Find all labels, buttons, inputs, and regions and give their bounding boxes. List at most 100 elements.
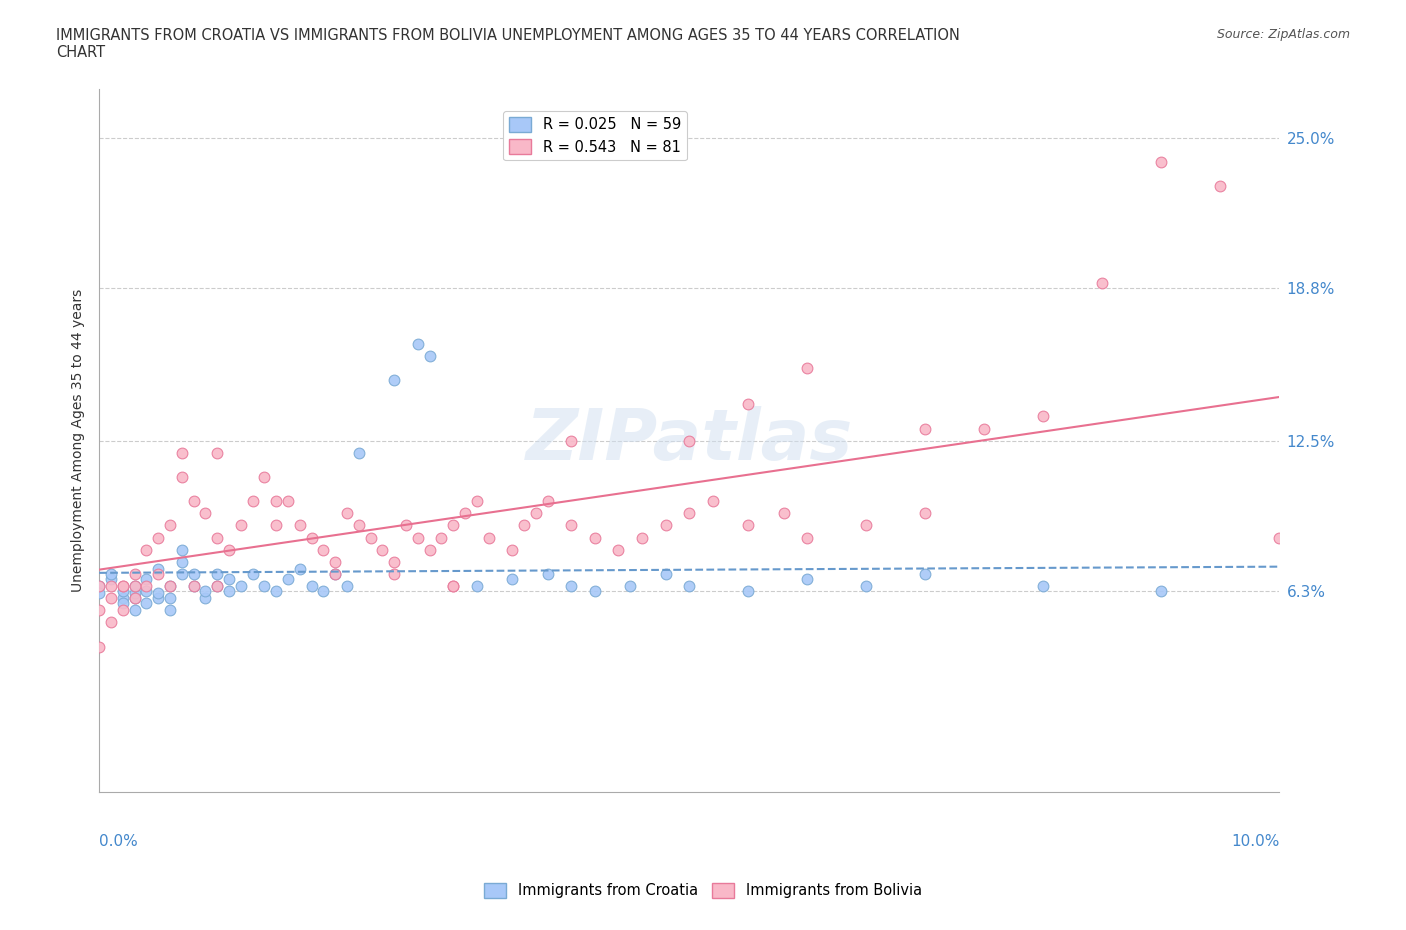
Point <box>111 578 134 593</box>
Text: 10.0%: 10.0% <box>1232 834 1279 849</box>
Point <box>301 578 323 593</box>
Point <box>583 583 606 598</box>
Point <box>146 562 169 577</box>
Point <box>737 397 759 412</box>
Point <box>323 566 346 581</box>
Point <box>607 542 630 557</box>
Legend: R = 0.025   N = 59, R = 0.543   N = 81: R = 0.025 N = 59, R = 0.543 N = 81 <box>503 111 686 161</box>
Point <box>336 506 359 521</box>
Point <box>406 337 429 352</box>
Point <box>183 578 205 593</box>
Point <box>478 530 501 545</box>
Point <box>654 518 676 533</box>
Text: ZIPatlas: ZIPatlas <box>526 406 853 475</box>
Y-axis label: Unemployment Among Ages 35 to 44 years: Unemployment Among Ages 35 to 44 years <box>72 289 86 592</box>
Point <box>135 583 157 598</box>
Point <box>312 542 335 557</box>
Point <box>253 470 276 485</box>
Point <box>170 554 193 569</box>
Point <box>135 571 157 586</box>
Point <box>183 494 205 509</box>
Point <box>159 603 181 618</box>
Point <box>277 494 299 509</box>
Point <box>855 578 877 593</box>
Point <box>973 421 995 436</box>
Point <box>205 566 228 581</box>
Point <box>501 542 523 557</box>
Point <box>382 373 405 388</box>
Point <box>89 578 111 593</box>
Point <box>395 518 418 533</box>
Point <box>737 518 759 533</box>
Point <box>229 578 252 593</box>
Point <box>159 578 181 593</box>
Point <box>678 433 700 448</box>
Point <box>194 591 217 605</box>
Point <box>855 518 877 533</box>
Text: IMMIGRANTS FROM CROATIA VS IMMIGRANTS FROM BOLIVIA UNEMPLOYMENT AMONG AGES 35 TO: IMMIGRANTS FROM CROATIA VS IMMIGRANTS FR… <box>56 28 960 60</box>
Point <box>583 530 606 545</box>
Point <box>170 566 193 581</box>
Point <box>914 506 936 521</box>
Point <box>288 518 311 533</box>
Point <box>772 506 794 521</box>
Point <box>170 542 193 557</box>
Point <box>406 530 429 545</box>
Point <box>323 554 346 569</box>
Point <box>159 518 181 533</box>
Point <box>654 566 676 581</box>
Point <box>914 566 936 581</box>
Point <box>441 578 464 593</box>
Point <box>513 518 536 533</box>
Point <box>1032 409 1054 424</box>
Point <box>135 578 157 593</box>
Point <box>146 591 169 605</box>
Point <box>441 518 464 533</box>
Point <box>253 578 276 593</box>
Point <box>124 603 146 618</box>
Point <box>347 445 370 460</box>
Point <box>205 445 228 460</box>
Point <box>183 566 205 581</box>
Point <box>218 571 240 586</box>
Point <box>465 578 488 593</box>
Point <box>914 421 936 436</box>
Point <box>277 571 299 586</box>
Point <box>124 591 146 605</box>
Point <box>796 530 818 545</box>
Point <box>146 566 169 581</box>
Point <box>218 583 240 598</box>
Point <box>89 586 111 601</box>
Point <box>205 578 228 593</box>
Point <box>702 494 724 509</box>
Point <box>288 562 311 577</box>
Point <box>537 566 560 581</box>
Point <box>89 578 111 593</box>
Point <box>89 603 111 618</box>
Point <box>242 494 264 509</box>
Point <box>796 361 818 376</box>
Point <box>1150 583 1173 598</box>
Point <box>124 578 146 593</box>
Point <box>382 554 405 569</box>
Point <box>430 530 453 545</box>
Point <box>1209 179 1232 193</box>
Point <box>89 639 111 654</box>
Point <box>371 542 394 557</box>
Point <box>1150 154 1173 169</box>
Point <box>100 591 122 605</box>
Point <box>159 578 181 593</box>
Point <box>524 506 547 521</box>
Point <box>347 518 370 533</box>
Point <box>170 445 193 460</box>
Point <box>264 518 287 533</box>
Point <box>135 542 157 557</box>
Point <box>111 591 134 605</box>
Point <box>111 603 134 618</box>
Point <box>619 578 641 593</box>
Point <box>135 595 157 610</box>
Point <box>419 349 441 364</box>
Legend: Immigrants from Croatia, Immigrants from Bolivia: Immigrants from Croatia, Immigrants from… <box>478 877 928 904</box>
Point <box>537 494 560 509</box>
Point <box>218 542 240 557</box>
